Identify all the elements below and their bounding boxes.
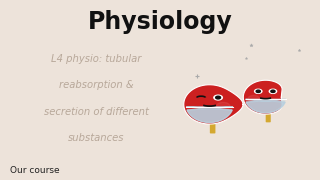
Circle shape bbox=[271, 90, 275, 93]
Text: secretion of different: secretion of different bbox=[44, 107, 148, 117]
Circle shape bbox=[248, 95, 260, 102]
Circle shape bbox=[256, 90, 260, 93]
Text: substances: substances bbox=[68, 133, 124, 143]
Polygon shape bbox=[245, 99, 286, 113]
Text: L4 physio: tubular: L4 physio: tubular bbox=[51, 54, 141, 64]
Polygon shape bbox=[184, 85, 243, 124]
Circle shape bbox=[214, 95, 222, 100]
Circle shape bbox=[255, 89, 262, 93]
Polygon shape bbox=[186, 107, 233, 122]
Circle shape bbox=[269, 89, 276, 93]
Text: Our course: Our course bbox=[10, 166, 59, 175]
FancyBboxPatch shape bbox=[266, 112, 271, 122]
Polygon shape bbox=[243, 80, 282, 114]
FancyBboxPatch shape bbox=[210, 122, 215, 133]
Text: Physiology: Physiology bbox=[88, 10, 232, 34]
Text: reabsorption &: reabsorption & bbox=[59, 80, 133, 91]
Circle shape bbox=[217, 102, 230, 110]
Circle shape bbox=[216, 96, 220, 99]
